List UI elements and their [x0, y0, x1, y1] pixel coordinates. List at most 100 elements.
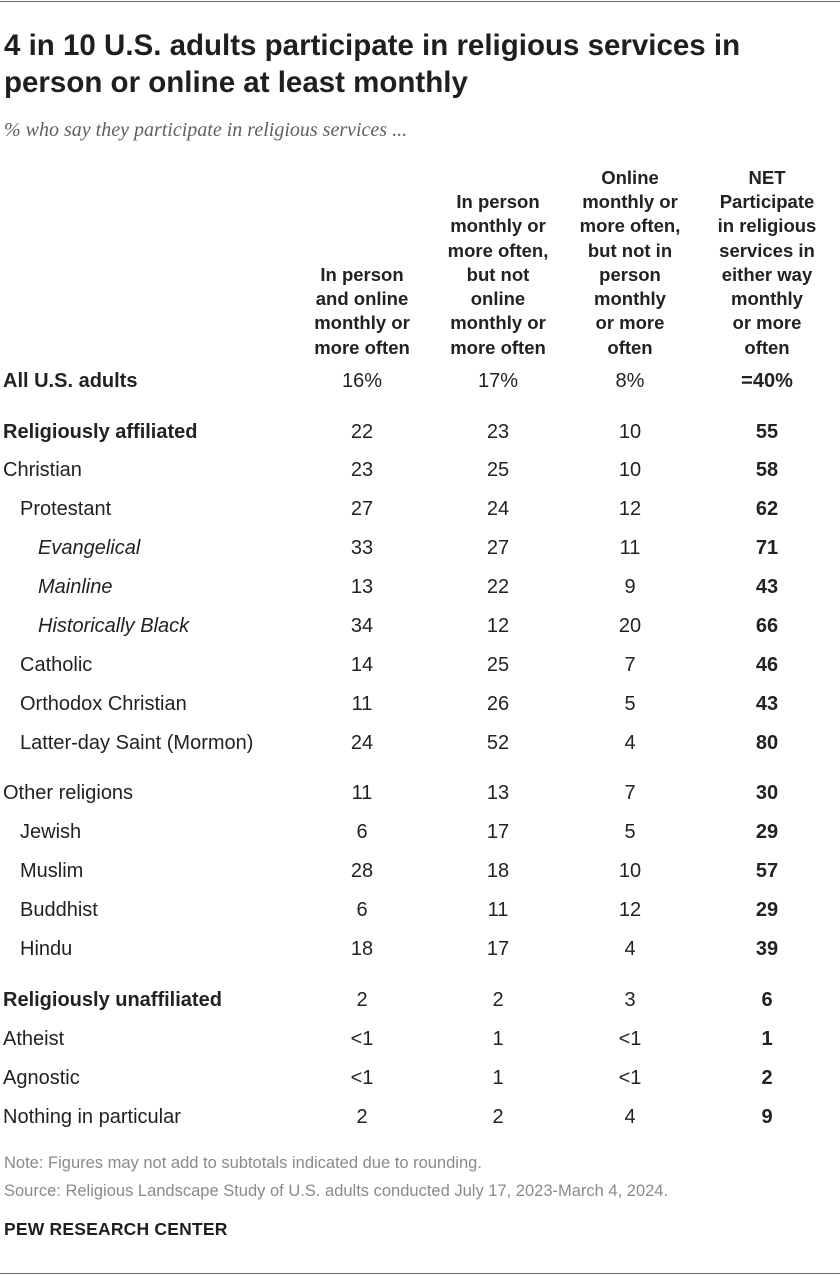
column-header-line: either way [721, 263, 813, 285]
value-cell: 13 [486, 782, 510, 804]
column-header-line: In person [456, 190, 540, 212]
column-header-line: often [607, 336, 653, 358]
value-cell: 12 [618, 498, 642, 520]
row-label: Buddhist [20, 899, 98, 921]
value-cell: 18 [350, 938, 374, 960]
value-cell: 2 [356, 1106, 368, 1128]
column-header-line: more often, [579, 215, 681, 237]
table-row: Latter-day Saint (Mormon) 24 52 4 80 [0, 728, 840, 758]
column-header-line: or more [732, 312, 802, 334]
table-row: Nothing in particular 2 2 4 9 [0, 1102, 840, 1132]
table-row: Jewish 6 17 5 29 [0, 817, 840, 847]
value-cell: 4 [624, 732, 636, 754]
value-cell: 24 [486, 498, 510, 520]
value-cell: 17 [486, 938, 510, 960]
column-header-line: more often [314, 336, 410, 358]
value-cell: 18 [486, 860, 510, 882]
value-cell: <1 [350, 1028, 374, 1050]
net-value-cell: 62 [755, 498, 779, 520]
column-header-line: often [744, 336, 790, 358]
value-cell: 17% [477, 370, 519, 392]
net-value-cell: 30 [755, 782, 779, 804]
row-label: Muslim [20, 860, 84, 882]
value-cell: 2 [492, 989, 504, 1011]
value-cell: 13 [350, 576, 374, 598]
column-header-online-only: Online monthly or more often, but not in per… [564, 166, 696, 360]
value-cell: 16% [341, 370, 383, 392]
value-cell: 9 [624, 576, 636, 598]
table-row: Mainline 13 22 9 43 [0, 572, 840, 602]
value-cell: <1 [350, 1067, 374, 1089]
column-header-line: person [599, 263, 661, 285]
value-cell: 34 [350, 615, 374, 637]
value-cell: 52 [486, 732, 510, 754]
source: Source: Religious Landscape Study of U.S… [4, 1182, 669, 1200]
table-row: Evangelical 33 27 11 71 [0, 533, 840, 563]
row-label: Latter-day Saint (Mormon) [20, 732, 254, 754]
net-value-cell: 55 [755, 421, 779, 443]
column-header-line: more often [450, 336, 546, 358]
column-header-line: but not in [587, 239, 673, 261]
column-header-in-person-only: In person monthly or more often, but not onl… [430, 190, 566, 360]
value-cell: 26 [486, 693, 510, 715]
column-header-line: but not [466, 263, 530, 285]
value-cell: 20 [618, 615, 642, 637]
value-cell: <1 [618, 1067, 642, 1089]
column-header-line: monthly or [450, 215, 546, 237]
value-cell: 4 [624, 1106, 636, 1128]
net-value-cell: 9 [761, 1106, 773, 1128]
net-value-cell: =40% [741, 370, 793, 392]
table-row: Atheist <1 1 <1 1 [0, 1024, 840, 1054]
net-value-cell: 46 [755, 654, 779, 676]
value-cell: 11 [487, 899, 509, 921]
value-cell: <1 [618, 1028, 642, 1050]
net-value-cell: 29 [755, 821, 779, 843]
value-cell: 6 [356, 899, 368, 921]
column-header-line: monthly or [450, 312, 546, 334]
chart-title: 4 in 10 U.S. adults participate in relig… [4, 29, 741, 99]
value-cell: 11 [351, 782, 373, 804]
net-value-cell: 57 [755, 860, 779, 882]
table-row: Orthodox Christian 11 26 5 43 [0, 689, 840, 719]
value-cell: 22 [350, 421, 374, 443]
value-cell: 10 [618, 421, 642, 443]
net-value-cell: 80 [755, 732, 779, 754]
value-cell: 11 [351, 693, 373, 715]
column-header-net: NET Participate in religious services in eit… [700, 166, 834, 360]
row-label: Mainline [38, 576, 113, 598]
row-label: Orthodox Christian [20, 693, 187, 715]
net-value-cell: 39 [755, 938, 779, 960]
value-cell: 33 [350, 537, 374, 559]
value-cell: 11 [619, 537, 641, 559]
table-row: Muslim 28 18 10 57 [0, 856, 840, 886]
table-row: Religiously affiliated 22 23 10 55 [0, 417, 840, 447]
value-cell: 3 [624, 989, 636, 1011]
table-row: Catholic 14 25 7 46 [0, 650, 840, 680]
column-header-line: services in [719, 239, 815, 261]
row-label: Religiously unaffiliated [3, 989, 222, 1011]
value-cell: 1 [492, 1067, 504, 1089]
row-label: Catholic [20, 654, 93, 676]
table-row: All U.S. adults 16% 17% 8% =40% [0, 366, 840, 396]
value-cell: 22 [486, 576, 510, 598]
note: Note: Figures may not add to subtotals i… [4, 1154, 482, 1172]
chart-subtitle: % who say they participate in religious … [4, 119, 408, 141]
row-label: Protestant [20, 498, 112, 520]
top-rule [0, 1, 840, 2]
value-cell: 5 [624, 821, 636, 843]
column-header-line: or more [595, 312, 665, 334]
table-row: Religiously unaffiliated 2 2 3 6 [0, 985, 840, 1015]
column-header-line: and online [315, 288, 409, 310]
value-cell: 7 [624, 782, 636, 804]
table-row: Buddhist 6 11 12 29 [0, 895, 840, 925]
value-cell: 14 [350, 654, 374, 676]
column-header-in-person-and-online: In person and online monthly or more often [297, 263, 427, 360]
value-cell: 27 [350, 498, 374, 520]
value-cell: 2 [492, 1106, 504, 1128]
brand-logo-text: PEW RESEARCH CENTER [4, 1219, 228, 1239]
value-cell: 17 [486, 821, 510, 843]
column-header-line: online [470, 288, 526, 310]
column-header-line: Participate [719, 190, 815, 212]
value-cell: 25 [486, 654, 510, 676]
table-row: Christian 23 25 10 58 [0, 455, 840, 485]
